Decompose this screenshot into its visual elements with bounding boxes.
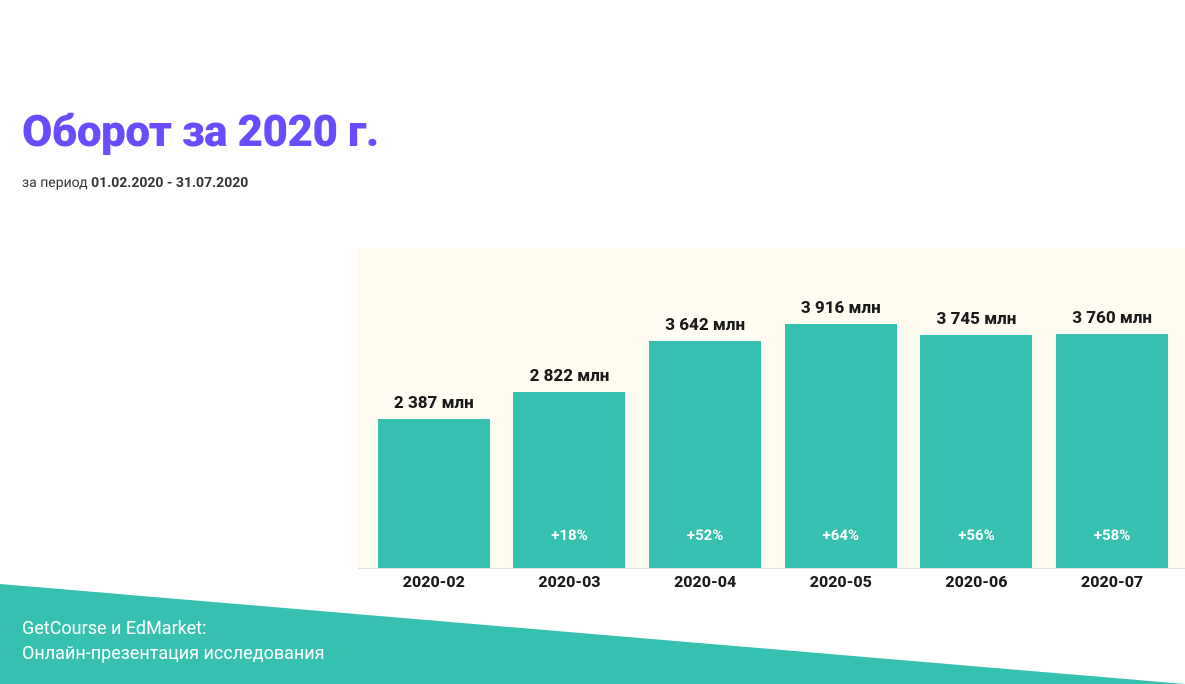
bar-value-label: 2 822 млн (530, 366, 610, 386)
footer-line-1: GetCourse и EdMarket: (22, 616, 325, 641)
bar-value-label: 3 760 млн (1072, 308, 1152, 328)
footer-text: GetCourse и EdMarket: Онлайн-презентация… (22, 616, 325, 666)
subtitle-range: 01.02.2020 - 31.07.2020 (91, 175, 248, 191)
subtitle-prefix: за период (22, 175, 91, 191)
bar-value-label: 2 387 млн (394, 393, 474, 413)
subtitle: за период 01.02.2020 - 31.07.2020 (22, 175, 248, 191)
slide-title: Оборот за 2020 г. (22, 105, 379, 157)
bar-value-label: 3 745 млн (937, 309, 1017, 329)
bar-value-label: 3 642 млн (665, 315, 745, 335)
bar-value-label: 3 916 млн (801, 298, 881, 318)
footer-line-2: Онлайн-презентация исследования (22, 641, 325, 666)
